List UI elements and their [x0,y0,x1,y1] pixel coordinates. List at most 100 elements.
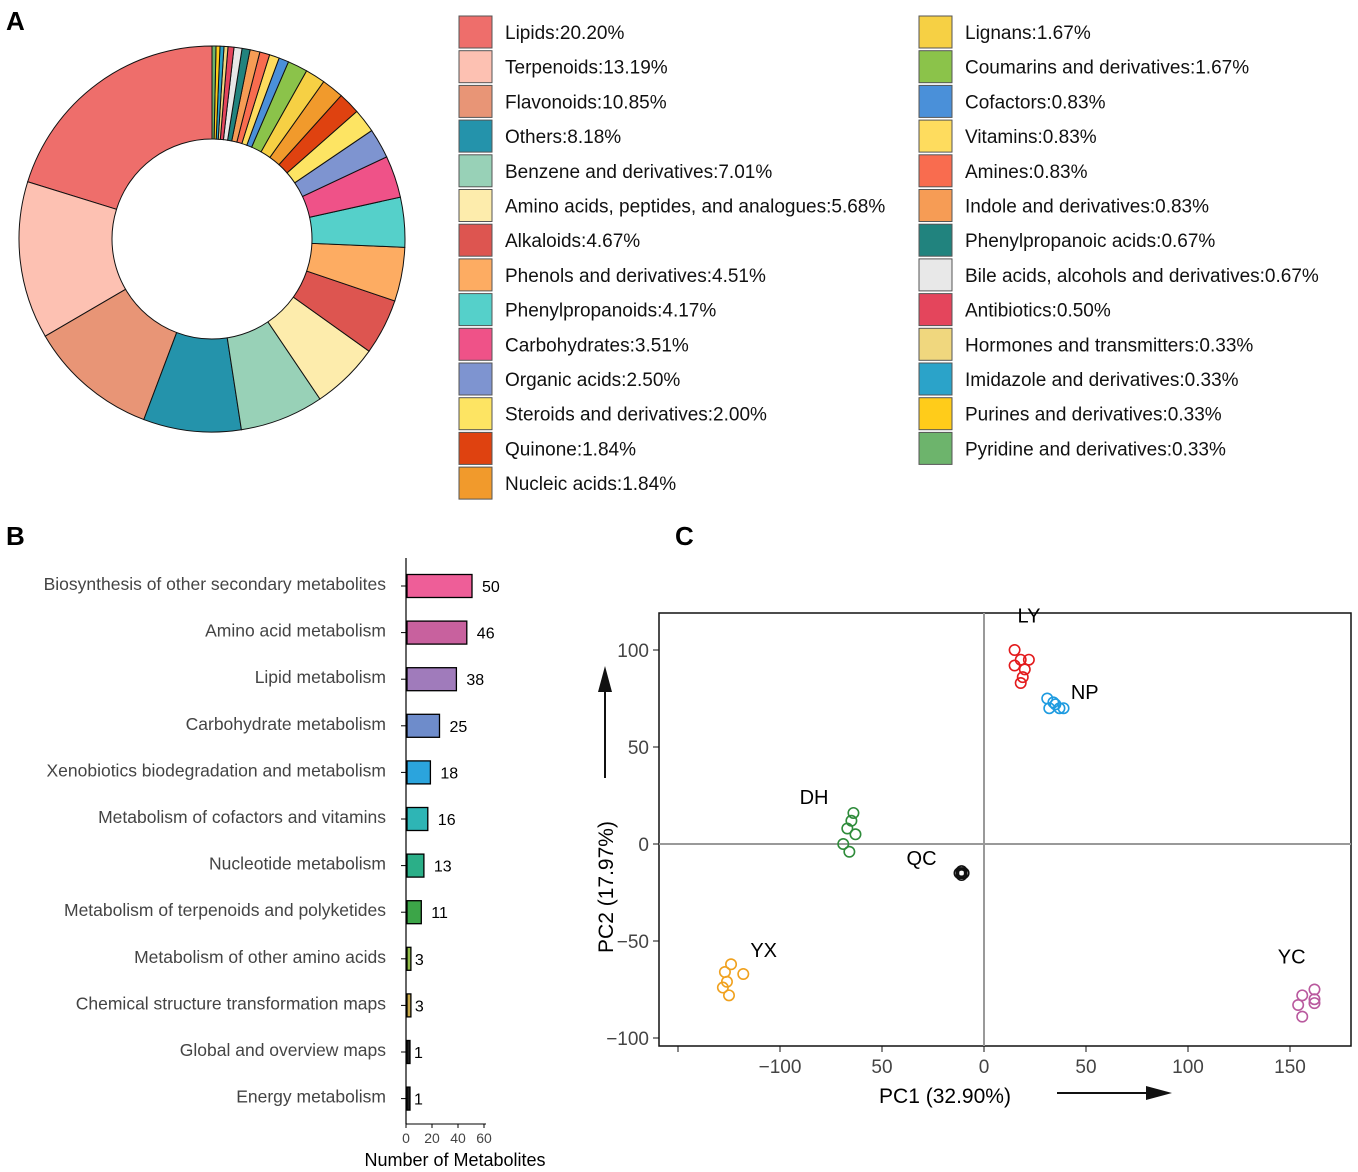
bar-value-label: 13 [434,859,452,876]
bar-nucleotide-metabolism [406,853,425,878]
scatter-y-tick-label: 100 [617,641,649,662]
bar-value-label: 46 [477,626,495,643]
point-qc [955,869,968,882]
legend-label-cofactors: Cofactors:0.83% [965,92,1106,113]
point-yx [718,966,731,979]
bar-biosynthesis-of-other-secondary-metabolites [406,573,473,599]
bar-chemical-structure-transformation-maps [406,993,412,1018]
donut-chart [18,45,406,433]
bar-category-label: Carbohydrate metabolism [186,714,386,734]
point-yc [1296,1010,1309,1023]
legend-label-amines: Amines:0.83% [965,162,1088,183]
bar-x-axis-title: Number of Metabolites [364,1150,545,1170]
legend-label-steroids-and-derivatives: Steroids and derivatives:2.00% [505,405,767,426]
scatter-x-tick-label: 100 [1172,1057,1204,1078]
legend-swatch-others [458,119,493,153]
point-qc [957,867,970,880]
point-yc [1292,999,1305,1012]
point-ly [1018,663,1031,676]
point-np [1057,702,1070,715]
legend-label-amino-acids-peptides-and-analogues: Amino acids, peptides, and analogues:5.6… [505,197,885,218]
bar-amino-acid-metabolism [406,620,468,645]
scatter-y-tick-label: 50 [628,738,649,759]
legend-label-antibiotics: Antibiotics:0.50% [965,301,1111,322]
legend-swatch-pyridine-and-derivatives [918,431,953,465]
bar-value-label: 18 [440,765,458,782]
bar-lipid-metabolism [406,667,458,692]
bar-carbohydrate-metabolism [406,713,441,738]
legend-label-phenols-and-derivatives: Phenols and derivatives:4.51% [505,266,766,287]
group-label-yc: YC [1278,946,1306,968]
bar-metabolism-of-cofactors-and-vitamins [406,806,429,832]
legend-label-quinone: Quinone:1.84% [505,439,636,460]
scatter-x-tick-label: −100 [759,1057,802,1078]
donut-slice-lipids [27,45,213,210]
scatter-y-axis-title: PC2 (17.97%) [595,821,618,953]
point-yc [1296,989,1309,1002]
bar-global-and-overview-maps [406,1039,411,1065]
legend-label-alkaloids: Alkaloids:4.67% [505,231,640,252]
legend-swatch-antibiotics [918,293,953,327]
bar-chart: Biosynthesis of other secondary metaboli… [44,558,546,1170]
series-np: NP [1041,682,1099,715]
scatter-x-tick-label: 50 [1075,1057,1096,1078]
scatter-y-tick-label: −100 [606,1029,649,1050]
bar-value-label: 16 [438,812,456,829]
legend-label-flavonoids: Flavonoids:10.85% [505,92,667,113]
scatter-x-axis-title: PC1 (32.90%) [879,1085,1011,1108]
legend-swatch-phenols-and-derivatives [458,258,493,292]
pc1-arrowhead [1146,1086,1172,1100]
legend-label-benzene-and-derivatives: Benzene and derivatives:7.01% [505,162,772,183]
bar-category-label: Metabolism of cofactors and vitamins [98,807,386,827]
legend-label-terpenoids: Terpenoids:13.19% [505,58,668,79]
bar-category-label: Biosynthesis of other secondary metaboli… [44,574,387,594]
series-qc: QC [907,848,970,882]
bar-metabolism-of-other-amino-acids [406,946,412,971]
legend-swatch-flavonoids [458,84,493,118]
bar-category-label: Energy metabolism [236,1087,386,1107]
scatter-plot-frame [658,612,1352,1047]
point-yx [725,958,738,971]
point-dh [841,822,854,835]
legend-label-bile-acids-alcohols-and-derivatives: Bile acids, alcohols and derivatives:0.6… [965,266,1319,287]
point-yc [1308,993,1321,1006]
point-np [1053,702,1066,715]
bar-category-label: Metabolism of other amino acids [134,947,386,967]
bar-value-label: 3 [415,952,424,969]
point-yx [737,967,750,980]
series-ly: LY [1008,605,1041,689]
bar-x-tick-label: 40 [450,1130,466,1146]
legend-swatch-phenylpropanoic-acids [918,223,953,257]
legend-label-lignans: Lignans:1.67% [965,23,1091,44]
group-label-np: NP [1071,682,1099,704]
bar-value-label: 11 [431,905,448,922]
bar-value-label: 1 [414,1045,423,1062]
legend-swatch-indole-and-derivatives [918,189,953,222]
scatter-y-tick-label: 0 [638,835,649,856]
legend-swatch-cofactors [918,84,953,118]
legend-label-carbohydrates: Carbohydrates:3.51% [505,335,689,356]
bar-category-label: Amino acid metabolism [205,621,386,641]
legend-label-pyridine-and-derivatives: Pyridine and derivatives:0.33% [965,439,1226,460]
legend-swatch-hormones-and-transmitters [918,327,953,361]
legend-label-lipids: Lipids:20.20% [505,23,624,44]
series-dh: DH [800,787,862,858]
series-yx: YX [716,940,777,1002]
legend-label-indole-and-derivatives: Indole and derivatives:0.83% [965,197,1209,218]
legend-swatch-bile-acids-alcohols-and-derivatives [918,258,953,292]
bar-category-label: Xenobiotics biodegradation and metabolis… [46,760,386,780]
point-ly [1016,671,1029,684]
donut-slice-pyridine-and-derivatives [211,45,217,140]
legend-swatch-nucleic-acids [458,466,493,500]
bar-category-label: Nucleotide metabolism [209,854,386,874]
point-dh [837,837,850,850]
point-ly [1014,676,1027,689]
point-dh [843,845,856,858]
point-yc [1308,997,1321,1010]
point-ly [1008,643,1021,656]
legend-label-imidazole-and-derivatives: Imidazole and derivatives:0.33% [965,370,1239,391]
point-ly [1008,659,1021,672]
bar-value-label: 1 [414,1092,423,1109]
legend-label-phenylpropanoic-acids: Phenylpropanoic acids:0.67% [965,231,1215,252]
